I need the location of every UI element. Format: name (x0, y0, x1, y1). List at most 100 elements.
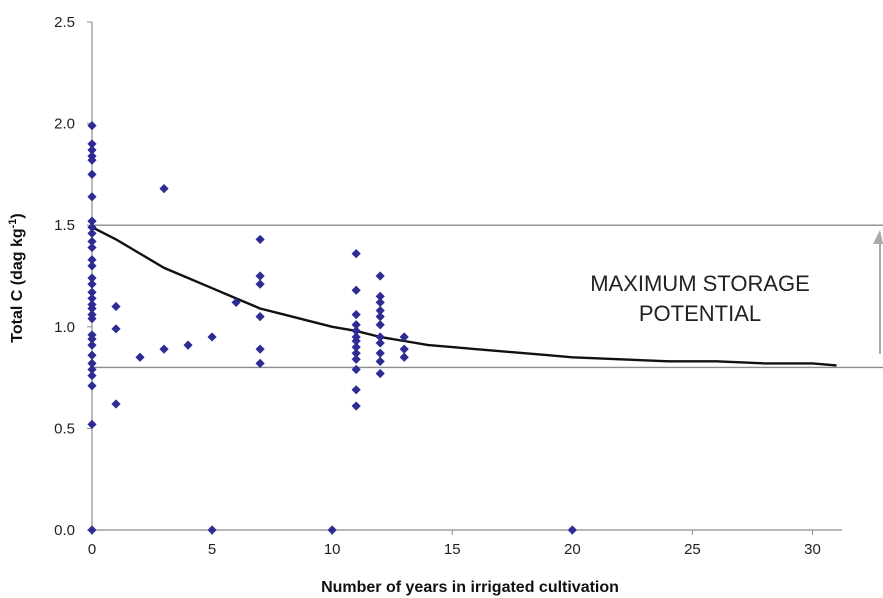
data-point (87, 364, 97, 375)
x-tick-label: 10 (324, 541, 341, 558)
data-point (375, 305, 385, 316)
data-point (351, 336, 361, 346)
data-point (375, 320, 385, 330)
data-point (87, 287, 97, 297)
data-point (207, 525, 217, 535)
data-point (327, 525, 337, 535)
data-point (255, 271, 265, 281)
range-arrow-head (873, 230, 883, 244)
data-point (351, 364, 361, 375)
y-axis-title-main: Total C (dag kg (9, 228, 26, 342)
data-point (351, 354, 361, 364)
data-point (87, 192, 97, 202)
data-point (87, 334, 97, 344)
data-point (135, 352, 145, 362)
y-axis-title-end: ) (9, 213, 26, 218)
data-point (87, 340, 97, 350)
x-ticks: 0 5 10 15 20 25 30 (88, 530, 821, 558)
data-point (87, 145, 97, 155)
data-point (375, 291, 385, 301)
y-ticks: 0.0 0.5 1.0 1.5 2.0 2.5 (54, 14, 92, 539)
x-tick-label: 25 (684, 541, 701, 558)
data-point (87, 242, 97, 253)
data-point (255, 358, 265, 368)
data-point (255, 344, 265, 354)
x-tick-label: 0 (88, 541, 96, 558)
fitted-curve-layer (91, 226, 837, 367)
x-tick-label: 30 (804, 541, 821, 558)
x-tick-label: 15 (444, 541, 461, 558)
data-point (567, 525, 577, 535)
annotation-line-1: MAXIMUM STORAGE (590, 271, 810, 296)
data-point (87, 255, 97, 265)
data-point (375, 312, 385, 322)
data-point (87, 279, 97, 289)
data-point (87, 261, 97, 271)
y-tick-label: 1.5 (54, 217, 75, 234)
data-point (87, 303, 97, 314)
data-point (351, 249, 361, 259)
data-point (399, 332, 409, 342)
data-point (375, 368, 385, 379)
data-point (87, 169, 97, 179)
data-point (375, 271, 385, 281)
data-point (183, 340, 193, 350)
x-axis-title: Number of years in irrigated cultivation (321, 579, 619, 596)
x-tick-label: 20 (564, 541, 581, 558)
annotation: MAXIMUM STORAGE POTENTIAL (590, 230, 883, 354)
data-point (375, 338, 385, 348)
data-point (255, 312, 265, 322)
data-point (87, 216, 97, 226)
data-point (255, 279, 265, 289)
data-points (87, 121, 577, 535)
data-point (87, 222, 97, 232)
data-point (351, 385, 361, 395)
data-point (375, 348, 385, 358)
data-point (351, 342, 361, 352)
data-point (87, 314, 97, 324)
y-tick-label: 2.5 (54, 14, 75, 31)
data-point (87, 370, 97, 381)
data-point (351, 348, 361, 358)
data-point (87, 293, 97, 303)
data-point (159, 184, 169, 194)
data-point (351, 285, 361, 295)
data-point (351, 401, 361, 411)
data-point (399, 352, 409, 362)
data-point (375, 356, 385, 366)
y-tick-label: 0.0 (54, 522, 75, 539)
data-point (87, 350, 97, 360)
data-point (87, 273, 97, 283)
data-point (87, 525, 97, 535)
data-point (87, 236, 97, 247)
data-point (87, 358, 97, 368)
data-point (87, 381, 97, 391)
data-point (375, 297, 385, 308)
data-point (351, 326, 361, 336)
data-point (159, 344, 169, 354)
data-point (111, 324, 121, 334)
y-tick-label: 0.5 (54, 420, 75, 437)
y-axis-title: Total C (dag kg-1) (7, 213, 26, 342)
y-tick-label: 1.0 (54, 319, 75, 336)
data-point (87, 228, 97, 238)
data-point (111, 301, 121, 312)
data-point (351, 320, 361, 330)
fitted-curve (91, 226, 837, 367)
reference-lines (92, 224, 883, 369)
data-point (207, 332, 217, 342)
data-point (231, 297, 241, 308)
data-point (87, 139, 97, 149)
data-point (87, 155, 97, 165)
data-point (351, 310, 361, 320)
y-axis-title-superscript: -1 (7, 219, 19, 229)
data-point (111, 399, 121, 409)
x-tick-label: 5 (208, 541, 216, 558)
annotation-line-2: POTENTIAL (639, 301, 761, 326)
data-point (87, 121, 97, 131)
data-point (255, 234, 265, 245)
data-point (87, 419, 97, 429)
y-tick-label: 2.0 (54, 116, 75, 133)
data-point (399, 344, 409, 354)
